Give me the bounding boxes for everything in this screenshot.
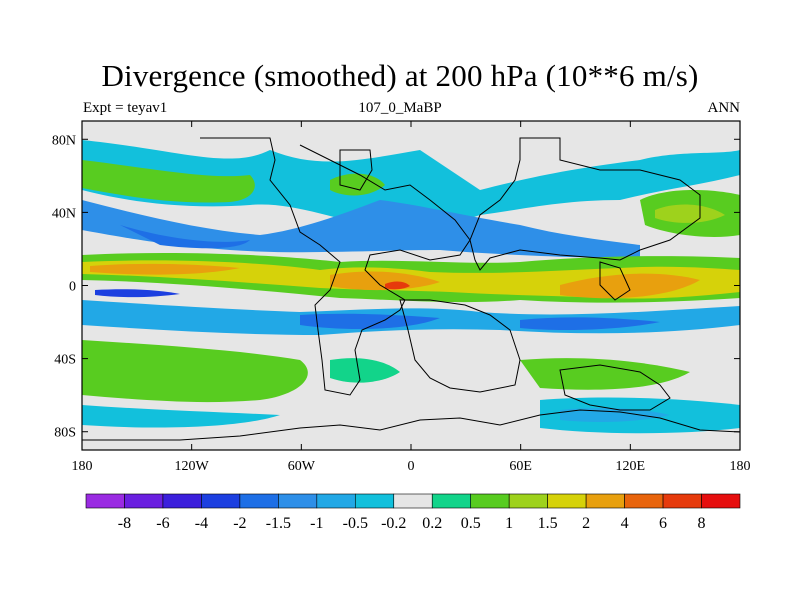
coastlines: [82, 137, 740, 441]
colorbar-label: 0.5: [461, 515, 481, 532]
colorbar-swatch: [201, 493, 241, 509]
colorbar-swatch: [239, 493, 279, 509]
colorbar-swatch: [162, 493, 202, 509]
colorbar-swatch: [393, 493, 433, 509]
x-tick-label: 180: [72, 459, 93, 474]
field-eq-deepblue: [95, 289, 180, 298]
colorbar-swatch: [124, 493, 164, 509]
coast-north-america: [200, 137, 471, 396]
x-tick-label: 60E: [509, 459, 532, 474]
colorbar-label: 4: [621, 515, 629, 532]
divergence-field: [82, 140, 740, 434]
field-eq-orange-east: [560, 273, 700, 299]
colorbar-label: -1.5: [266, 515, 291, 532]
colorbar-label: 2: [582, 515, 590, 532]
colorbar-swatch: [470, 493, 510, 509]
colorbar-label: 8: [698, 515, 706, 532]
colorbar-swatch: [662, 493, 702, 509]
coast-greenland: [339, 149, 373, 191]
field-nh-green: [82, 160, 255, 203]
axes: 180 120W 60W 0 60E 120E 180 80N 40N 0 40S 80S: [52, 121, 751, 474]
field-eq-red: [385, 281, 410, 290]
field-sa-green: [330, 358, 400, 383]
colorbar-swatch: [547, 493, 587, 509]
field-eq-orange-west: [90, 263, 240, 275]
field-sh-cyan-south: [82, 405, 280, 428]
colorbar-swatch: [701, 493, 741, 509]
x-tick-label: 180: [730, 459, 751, 474]
field-eq-orange-center: [330, 271, 440, 291]
colorbar: -8 -6 -4 -2 -1.5 -1 -0.5 -0.2 0.2 0.5 1 1.5 2 4 6 8: [85, 493, 741, 532]
field-sh-deepblue-east: [520, 317, 660, 330]
colorbar-label: 1: [505, 515, 513, 532]
colorbar-label: 6: [659, 515, 667, 532]
field-sh-green: [82, 340, 308, 403]
colorbar-label: 1.5: [538, 515, 558, 532]
experiment-label: Expt = teyav1: [83, 100, 168, 116]
coast-eurasia: [469, 137, 701, 271]
colorbar-label: -0.2: [381, 515, 406, 532]
field-ne-lime: [655, 204, 725, 223]
coast-australia: [559, 364, 671, 411]
field-nh-deepblue: [120, 225, 250, 249]
colorbar-label: -1: [310, 515, 323, 532]
colorbar-swatch: [585, 493, 625, 509]
y-tick-label: 40S: [54, 353, 76, 368]
colorbar-swatch: [85, 493, 125, 509]
x-tick-label: 60W: [288, 459, 316, 474]
chart-title: Divergence (smoothed) at 200 hPa (10**6 …: [101, 58, 699, 93]
colorbar-swatch: [508, 493, 548, 509]
colorbar-swatch: [431, 493, 472, 509]
colorbar-label: -4: [195, 515, 208, 532]
y-tick-label: 80S: [54, 426, 76, 441]
colorbar-label: -6: [156, 515, 169, 532]
colorbar-swatch: [278, 493, 318, 509]
colorbar-label: -8: [118, 515, 131, 532]
colorbar-swatch: [354, 493, 395, 509]
x-tick-label: 120E: [616, 459, 646, 474]
season-label: ANN: [707, 100, 741, 116]
coast-antarctica: [82, 409, 740, 441]
colorbar-label: -2: [233, 515, 246, 532]
colorbar-swatch: [624, 493, 664, 509]
colorbar-swatch: [316, 493, 356, 509]
y-tick-label: 0: [69, 280, 76, 295]
coast-india: [599, 261, 631, 301]
period-label: 107_0_MaBP: [358, 100, 442, 116]
colorbar-label: -0.5: [343, 515, 368, 532]
x-tick-label: 0: [408, 459, 415, 474]
y-tick-label: 40N: [52, 206, 76, 221]
field-nh-cyan: [82, 140, 740, 235]
field-so-blue: [560, 407, 670, 423]
colorbar-label: 0.2: [422, 515, 442, 532]
coast-africa: [399, 299, 521, 393]
y-tick-label: 80N: [52, 133, 76, 148]
x-tick-label: 120W: [175, 459, 210, 474]
field-na-green: [330, 173, 385, 196]
